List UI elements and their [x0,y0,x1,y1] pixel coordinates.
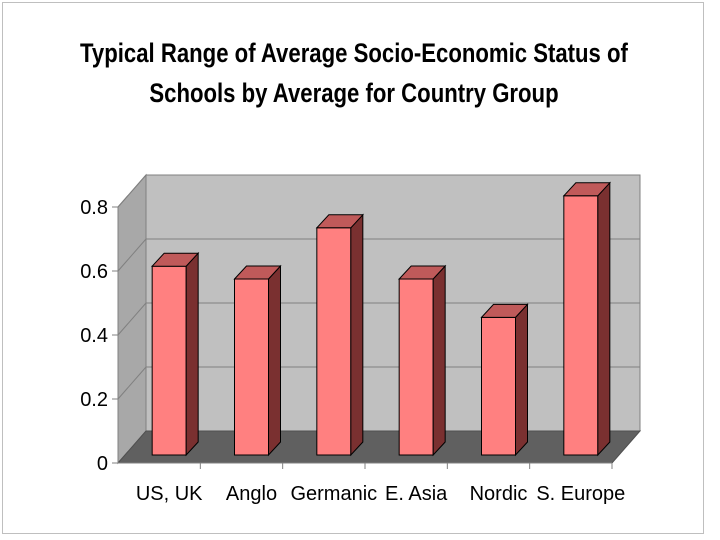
bar-front [398,278,434,456]
bar-top [562,182,611,197]
bar-s-europe [562,181,611,457]
gridline-side [117,366,147,400]
bar-top [398,265,447,280]
y-tick-label: 0 [97,453,108,475]
bar-germanic [315,213,364,457]
category-label: Anglo [226,483,277,505]
bar-side [350,213,364,457]
bar-top [315,214,364,229]
bar-front [481,316,516,456]
chart-title-line-1: Typical Range of Average Socio-Economic … [80,38,628,68]
bars [151,181,611,457]
gridline-side [117,174,147,208]
chart-title-line-2: Schools by Average for Country Group [149,78,559,108]
bar-side [268,264,281,457]
bar-side [597,181,611,457]
y-tick-label: 0.6 [80,261,108,283]
y-tick-label: 0.2 [80,389,108,411]
chart-title: Typical Range of Average Socio-Economic … [66,33,642,113]
y-tick-label: 0.4 [80,325,108,347]
bar-side [515,303,528,457]
category-label: S. Europe [536,483,625,505]
gridline-side [117,238,147,272]
axes [112,206,613,469]
bar-nordic [480,303,529,457]
category-label: US, UK [136,483,203,505]
category-label: Germanic [290,483,377,505]
category-label: E. Asia [385,483,448,505]
bar-top [480,303,529,318]
bar-anglo [233,264,282,457]
category-label: Nordic [470,483,528,505]
bar-top [151,252,200,267]
bar-e-asia [398,264,447,457]
y-tick-label: 0.8 [80,197,108,219]
bar-front [316,227,352,456]
bar-us-uk [151,251,200,457]
gridlines [117,174,640,400]
bar-front [234,278,269,456]
bar-side [185,251,199,457]
bar-top [233,265,282,280]
bar-front [563,195,599,456]
bar-side [432,264,446,457]
gridline-side [117,302,147,336]
bar-front [151,265,187,456]
axis-labels: US, UK Anglo Germanic E. Asia Nordic S. Europ… [80,197,625,505]
